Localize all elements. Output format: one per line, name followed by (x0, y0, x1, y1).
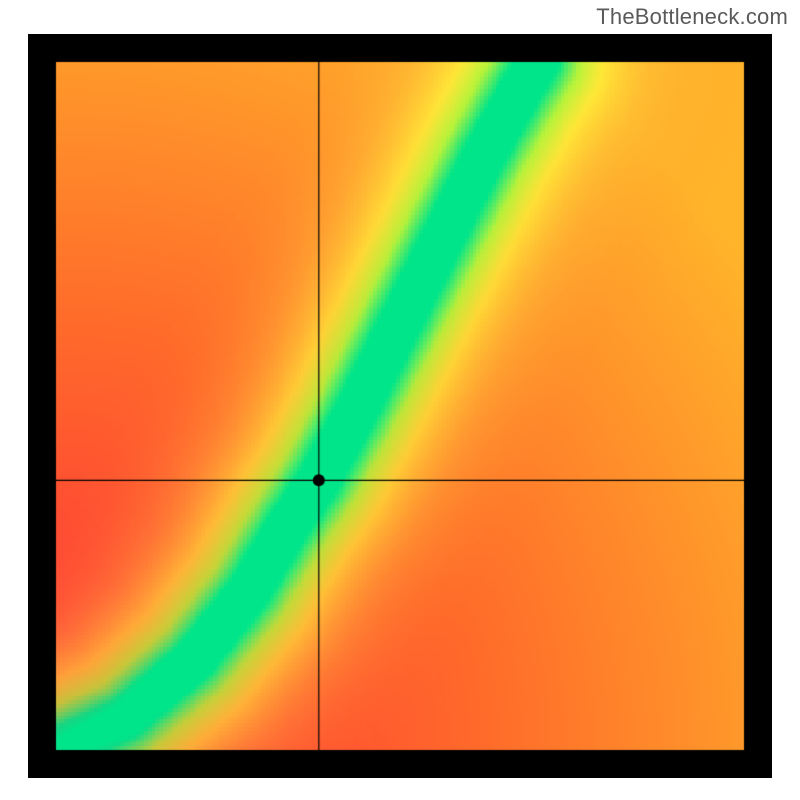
watermark-text: TheBottleneck.com (596, 4, 788, 30)
heatmap-canvas (28, 34, 772, 778)
plot-area (28, 34, 772, 778)
chart-container: TheBottleneck.com (0, 0, 800, 800)
